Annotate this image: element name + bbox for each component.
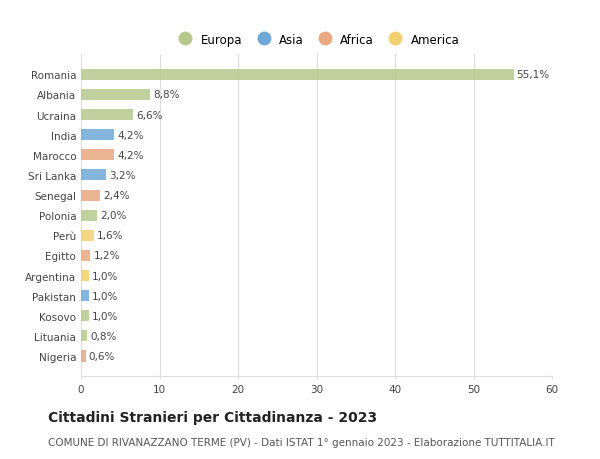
Bar	[81, 130, 114, 141]
Bar	[81, 110, 133, 121]
Text: 55,1%: 55,1%	[517, 70, 550, 80]
Text: 1,6%: 1,6%	[97, 231, 123, 241]
Text: 1,0%: 1,0%	[92, 271, 118, 281]
Text: 1,2%: 1,2%	[94, 251, 120, 261]
Bar	[81, 170, 106, 181]
Text: 2,0%: 2,0%	[100, 211, 126, 221]
Bar	[81, 250, 91, 262]
Legend: Europa, Asia, Africa, America: Europa, Asia, Africa, America	[169, 29, 464, 51]
Bar	[81, 70, 514, 81]
Bar	[81, 230, 94, 241]
Text: 4,2%: 4,2%	[117, 151, 143, 161]
Bar	[81, 311, 89, 322]
Text: 1,0%: 1,0%	[92, 311, 118, 321]
Bar	[81, 210, 97, 221]
Bar	[81, 190, 100, 201]
Bar	[81, 291, 89, 302]
Bar	[81, 351, 86, 362]
Text: 8,8%: 8,8%	[153, 90, 180, 100]
Text: 0,8%: 0,8%	[91, 331, 117, 341]
Bar	[81, 330, 87, 341]
Text: 0,6%: 0,6%	[89, 351, 115, 361]
Text: 1,0%: 1,0%	[92, 291, 118, 301]
Bar	[81, 270, 89, 281]
Text: COMUNE DI RIVANAZZANO TERME (PV) - Dati ISTAT 1° gennaio 2023 - Elaborazione TUT: COMUNE DI RIVANAZZANO TERME (PV) - Dati …	[48, 437, 555, 448]
Text: 6,6%: 6,6%	[136, 110, 163, 120]
Text: 2,4%: 2,4%	[103, 190, 130, 201]
Text: Cittadini Stranieri per Cittadinanza - 2023: Cittadini Stranieri per Cittadinanza - 2…	[48, 411, 377, 425]
Bar	[81, 90, 150, 101]
Text: 3,2%: 3,2%	[109, 171, 136, 180]
Bar	[81, 150, 114, 161]
Text: 4,2%: 4,2%	[117, 130, 143, 140]
